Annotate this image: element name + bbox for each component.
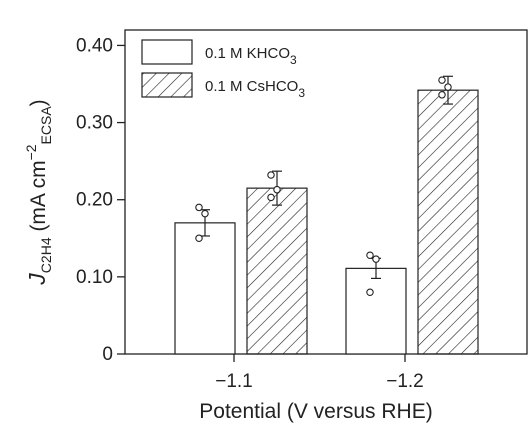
data-point [438, 91, 446, 99]
y-tick-label: 0 [102, 344, 113, 365]
plot-frame [124, 29, 528, 355]
legend-label-cshco3: 0.1 M CsHCO3 [205, 78, 305, 100]
data-point [195, 234, 203, 243]
x-axis: −1.1 −1.2 [215, 354, 424, 392]
y-tick-label: 0.40 [76, 35, 113, 56]
data-point [366, 288, 374, 297]
x-tick-label: −1.1 [215, 371, 253, 392]
x-tick-label: −1.2 [386, 371, 424, 392]
legend-swatch-cshco3 [141, 72, 193, 98]
data-point [438, 76, 446, 84]
y-tick-label: 0.10 [76, 267, 113, 288]
data-point [273, 185, 281, 194]
data-point [372, 255, 380, 263]
y-axis-title: JC2H4 (mA cm−2ECSA) [23, 99, 54, 285]
bars-layer [174, 75, 479, 355]
bar [345, 267, 407, 355]
data-point [444, 83, 452, 91]
y-tick-label: 0.20 [76, 190, 113, 211]
data-point [201, 209, 209, 218]
data-point [366, 251, 374, 260]
legend: 0.1 M KHCO3 0.1 M CsHCO3 [141, 39, 305, 100]
y-tick-label: 0.30 [76, 113, 113, 134]
legend-label-khco3: 0.1 M KHCO3 [205, 45, 297, 67]
y-axis: 0 0.10 0.20 0.30 0.40 [76, 35, 125, 365]
data-point [195, 203, 203, 212]
bar [246, 187, 308, 355]
x-axis-title: Potential (V versus RHE) [199, 400, 432, 423]
bar [417, 89, 479, 355]
data-point [267, 171, 275, 179]
data-point [267, 193, 275, 202]
bar [174, 222, 236, 355]
legend-swatch-khco3 [141, 39, 193, 65]
